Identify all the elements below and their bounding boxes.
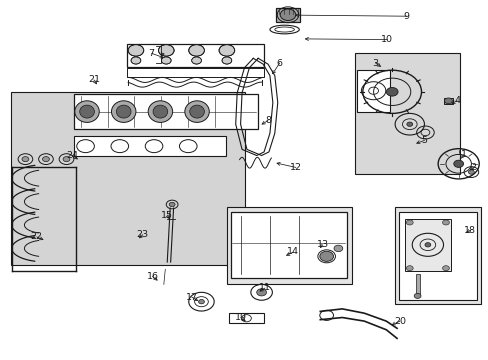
Text: 15: 15 bbox=[161, 211, 173, 220]
Text: 6: 6 bbox=[276, 58, 282, 68]
Text: 1: 1 bbox=[460, 150, 466, 159]
Text: 11: 11 bbox=[259, 284, 270, 292]
Ellipse shape bbox=[75, 101, 99, 122]
Circle shape bbox=[442, 220, 448, 225]
Circle shape bbox=[424, 243, 430, 247]
Bar bbox=[404, 219, 450, 271]
Ellipse shape bbox=[116, 105, 131, 118]
Circle shape bbox=[280, 9, 295, 21]
Ellipse shape bbox=[189, 105, 204, 118]
Circle shape bbox=[442, 266, 448, 271]
Text: 7: 7 bbox=[148, 49, 154, 58]
Circle shape bbox=[468, 170, 473, 174]
Bar bbox=[127, 44, 264, 67]
Text: 9: 9 bbox=[403, 12, 409, 21]
Text: 17: 17 bbox=[185, 292, 197, 302]
Bar bbox=[276, 8, 299, 22]
Text: 21: 21 bbox=[88, 76, 100, 85]
Ellipse shape bbox=[184, 101, 209, 122]
Text: 16: 16 bbox=[146, 272, 158, 281]
Text: 22: 22 bbox=[31, 233, 42, 242]
Bar bbox=[74, 136, 225, 156]
Ellipse shape bbox=[153, 105, 167, 118]
Text: 14: 14 bbox=[287, 247, 299, 256]
Bar bbox=[127, 68, 264, 77]
Circle shape bbox=[406, 220, 412, 225]
Text: 2: 2 bbox=[469, 163, 475, 172]
Ellipse shape bbox=[80, 105, 94, 118]
Circle shape bbox=[131, 57, 141, 64]
Text: 10: 10 bbox=[381, 35, 392, 44]
Ellipse shape bbox=[111, 101, 136, 122]
Bar bbox=[443, 98, 452, 104]
Circle shape bbox=[169, 202, 175, 207]
Text: 8: 8 bbox=[264, 116, 270, 125]
Ellipse shape bbox=[269, 25, 299, 34]
Text: 3: 3 bbox=[372, 58, 378, 68]
Circle shape bbox=[256, 289, 266, 296]
Circle shape bbox=[444, 98, 451, 104]
Bar bbox=[230, 212, 346, 278]
Bar bbox=[74, 94, 257, 129]
Circle shape bbox=[63, 157, 70, 162]
Text: 13: 13 bbox=[316, 240, 328, 249]
Ellipse shape bbox=[274, 27, 294, 32]
Text: 18: 18 bbox=[464, 226, 475, 235]
Circle shape bbox=[188, 45, 204, 56]
Circle shape bbox=[158, 45, 174, 56]
Circle shape bbox=[219, 45, 234, 56]
Circle shape bbox=[413, 293, 420, 298]
Text: 12: 12 bbox=[289, 163, 301, 172]
Bar bbox=[228, 313, 264, 323]
Circle shape bbox=[333, 245, 342, 252]
Text: 4: 4 bbox=[453, 96, 459, 105]
Circle shape bbox=[319, 251, 333, 261]
Ellipse shape bbox=[148, 101, 172, 122]
Bar bbox=[398, 212, 476, 300]
Circle shape bbox=[386, 87, 397, 96]
Text: 19: 19 bbox=[234, 313, 246, 322]
Circle shape bbox=[198, 300, 204, 304]
Text: 23: 23 bbox=[137, 230, 148, 239]
Circle shape bbox=[42, 157, 49, 162]
Bar bbox=[227, 207, 351, 284]
Bar bbox=[354, 53, 459, 174]
Bar bbox=[11, 92, 245, 265]
Circle shape bbox=[128, 45, 143, 56]
Circle shape bbox=[406, 266, 412, 271]
Circle shape bbox=[191, 57, 201, 64]
Circle shape bbox=[222, 57, 231, 64]
Circle shape bbox=[161, 57, 171, 64]
Text: 24: 24 bbox=[66, 151, 78, 160]
Circle shape bbox=[22, 157, 29, 162]
Bar bbox=[356, 70, 389, 112]
Bar bbox=[394, 207, 480, 304]
Text: 20: 20 bbox=[393, 317, 405, 325]
Bar bbox=[415, 274, 419, 294]
Circle shape bbox=[453, 160, 463, 167]
Text: 5: 5 bbox=[421, 136, 427, 145]
Circle shape bbox=[406, 122, 412, 126]
